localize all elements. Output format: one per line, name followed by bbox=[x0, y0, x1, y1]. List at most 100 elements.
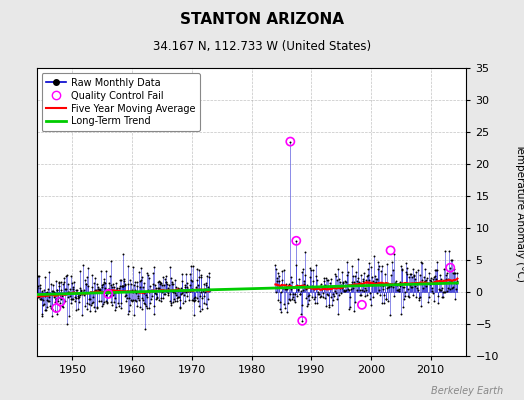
Point bbox=[321, 275, 330, 281]
Point bbox=[190, 295, 198, 301]
Point bbox=[407, 271, 416, 278]
Point bbox=[205, 274, 213, 280]
Point bbox=[285, 281, 293, 287]
Point bbox=[103, 299, 112, 305]
Point bbox=[59, 274, 68, 281]
Point bbox=[280, 305, 289, 311]
Point bbox=[67, 296, 75, 302]
Point bbox=[85, 296, 93, 303]
Point bbox=[125, 294, 134, 301]
Point bbox=[148, 281, 157, 287]
Point bbox=[174, 294, 182, 300]
Point bbox=[190, 298, 198, 304]
Point bbox=[173, 298, 181, 304]
Point bbox=[162, 288, 171, 294]
Point bbox=[439, 288, 447, 295]
Point bbox=[359, 270, 368, 276]
Point bbox=[333, 296, 341, 302]
Point bbox=[64, 294, 73, 300]
Point bbox=[177, 284, 185, 291]
Point bbox=[278, 268, 287, 274]
Point bbox=[440, 266, 449, 272]
Point bbox=[52, 278, 60, 284]
Point bbox=[58, 303, 67, 309]
Point bbox=[138, 294, 146, 301]
Point bbox=[280, 301, 288, 308]
Point bbox=[132, 290, 140, 297]
Point bbox=[75, 299, 83, 306]
Point bbox=[102, 268, 110, 274]
Point bbox=[123, 262, 132, 269]
Point bbox=[62, 290, 71, 297]
Point bbox=[166, 300, 174, 306]
Point bbox=[119, 276, 128, 282]
Point bbox=[116, 277, 125, 284]
Point bbox=[202, 300, 211, 307]
Point bbox=[276, 299, 285, 305]
Point bbox=[358, 302, 366, 308]
Point bbox=[146, 283, 155, 290]
Point bbox=[119, 250, 127, 257]
Point bbox=[393, 287, 401, 293]
Point bbox=[275, 278, 283, 284]
Point bbox=[127, 281, 136, 288]
Point bbox=[180, 291, 188, 298]
Point bbox=[82, 300, 91, 307]
Point bbox=[395, 286, 403, 293]
Point bbox=[276, 306, 284, 312]
Point bbox=[347, 282, 356, 288]
Point bbox=[286, 291, 294, 297]
Point bbox=[342, 279, 351, 286]
Point bbox=[170, 296, 178, 302]
Point bbox=[100, 276, 108, 282]
Point bbox=[45, 269, 53, 276]
Point bbox=[94, 287, 103, 293]
Point bbox=[114, 288, 123, 295]
Point bbox=[162, 273, 171, 280]
Point bbox=[369, 294, 377, 300]
Point bbox=[152, 291, 161, 297]
Point bbox=[350, 308, 358, 314]
Point bbox=[46, 291, 54, 297]
Point bbox=[345, 306, 354, 312]
Point bbox=[172, 283, 180, 290]
Point bbox=[32, 285, 41, 291]
Point bbox=[75, 292, 84, 298]
Point bbox=[356, 292, 364, 298]
Point bbox=[50, 292, 58, 298]
Point bbox=[337, 284, 346, 291]
Point bbox=[115, 285, 124, 292]
Point bbox=[124, 310, 132, 317]
Point bbox=[45, 298, 53, 304]
Point bbox=[363, 273, 371, 279]
Point bbox=[449, 284, 457, 290]
Point bbox=[79, 289, 87, 296]
Point bbox=[62, 272, 70, 279]
Point bbox=[115, 283, 124, 289]
Point bbox=[432, 267, 440, 273]
Point bbox=[139, 280, 148, 286]
Point bbox=[277, 288, 286, 295]
Point bbox=[391, 280, 399, 286]
Point bbox=[417, 259, 425, 265]
Point bbox=[434, 293, 442, 299]
Point bbox=[71, 294, 80, 301]
Point bbox=[373, 276, 381, 282]
Point bbox=[141, 292, 150, 298]
Point bbox=[430, 266, 439, 273]
Point bbox=[37, 288, 46, 294]
Point bbox=[158, 287, 167, 294]
Point bbox=[394, 286, 402, 293]
Point bbox=[427, 278, 435, 285]
Point bbox=[42, 297, 51, 303]
Point bbox=[144, 272, 152, 278]
Point bbox=[362, 277, 370, 284]
Point bbox=[135, 284, 144, 290]
Y-axis label: Temperature Anomaly (°C): Temperature Anomaly (°C) bbox=[516, 142, 524, 282]
Point bbox=[292, 238, 300, 244]
Point bbox=[78, 290, 86, 296]
Point bbox=[151, 285, 160, 292]
Point bbox=[99, 280, 107, 287]
Point bbox=[84, 301, 93, 308]
Point bbox=[34, 273, 42, 280]
